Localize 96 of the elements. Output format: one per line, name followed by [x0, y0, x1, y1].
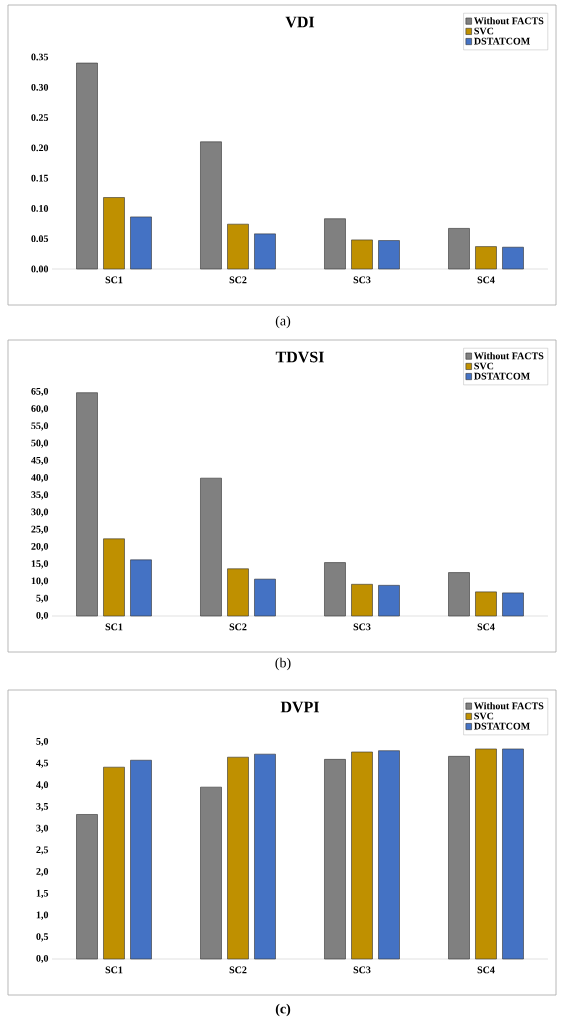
y-tick-label: 1,5 — [36, 889, 49, 898]
y-tick-label: 25,0 — [31, 525, 49, 534]
bar — [254, 578, 276, 617]
bar — [378, 240, 400, 270]
bar — [475, 246, 497, 270]
y-tick-label: 30,0 — [31, 508, 49, 517]
y-tick-label: 4,5 — [36, 759, 49, 768]
y-tick-label: 2,0 — [36, 868, 49, 877]
x-tick-label: SC2 — [229, 276, 247, 284]
bar — [502, 592, 524, 617]
y-tick-label: 0.25 — [31, 114, 49, 121]
text: (b) — [275, 657, 291, 671]
y-tick-label: 0.05 — [31, 235, 49, 243]
bar — [502, 748, 524, 960]
y-tick-label: 0.10 — [31, 205, 49, 212]
legend-label: DSTATCOM — [474, 722, 530, 730]
legend-label: DSTATCOM — [474, 372, 530, 380]
bar — [200, 786, 222, 960]
bar — [378, 585, 400, 617]
bar — [130, 216, 152, 270]
x-tick-label: SC3 — [353, 276, 371, 284]
y-tick-label: 0.35 — [31, 53, 49, 61]
bar — [103, 197, 125, 270]
text: (c) — [275, 1003, 291, 1017]
y-tick-label: 35,0 — [31, 491, 49, 500]
y-tick-label: 0,5 — [36, 933, 49, 942]
bar — [324, 218, 346, 270]
y-tick-label: 3,5 — [36, 803, 49, 812]
y-tick-label: 0,0 — [36, 611, 49, 621]
y-tick-label: 0,0 — [36, 954, 49, 964]
y-tick-label: 15,0 — [31, 560, 49, 569]
text: (a) — [275, 315, 291, 329]
x-tick-label: SC3 — [353, 966, 371, 974]
bar — [254, 233, 276, 270]
x-tick-label: SC4 — [477, 276, 495, 284]
legend-label: SVC — [474, 712, 494, 720]
chart-title: TDVSI — [275, 351, 324, 363]
y-tick-label: 40,0 — [31, 474, 49, 483]
bar — [130, 759, 152, 960]
y-tick-label: 50,0 — [31, 439, 49, 448]
x-tick-label: SC2 — [229, 623, 247, 631]
legend-label: Without FACTS — [474, 702, 544, 710]
y-tick-label: 5,0 — [36, 594, 49, 603]
chart-title: VDI — [285, 16, 315, 28]
bar — [76, 62, 98, 270]
bar — [448, 228, 470, 270]
y-tick-label: 2,5 — [36, 846, 49, 855]
y-tick-label: 3,0 — [36, 824, 49, 833]
legend-label: Without FACTS — [474, 352, 544, 360]
y-tick-label: 60,0 — [31, 405, 49, 414]
y-tick-label: 0.00 — [31, 265, 49, 273]
legend-label: DSTATCOM — [474, 37, 530, 45]
bar — [351, 584, 373, 617]
bar — [448, 756, 470, 960]
x-tick-label: SC1 — [105, 276, 123, 284]
y-tick-label: 4,0 — [36, 781, 49, 790]
chart-title: DVPI — [280, 701, 320, 713]
bar — [227, 223, 249, 270]
x-tick-label: SC3 — [353, 623, 371, 631]
bar — [502, 246, 524, 270]
bar — [475, 748, 497, 960]
bar — [351, 751, 373, 960]
y-tick-label: 1,0 — [36, 911, 49, 920]
y-tick-label: 0.30 — [31, 83, 49, 91]
bar — [103, 538, 125, 617]
legend-label: Without FACTS — [474, 17, 544, 25]
y-tick-label: 65,0 — [31, 387, 49, 397]
x-tick-label: SC1 — [105, 623, 123, 631]
bar — [254, 753, 276, 960]
x-tick-label: SC2 — [229, 966, 247, 974]
bar — [200, 477, 222, 617]
bar — [103, 766, 125, 960]
bar — [130, 559, 152, 617]
x-tick-label: SC4 — [477, 623, 495, 631]
y-tick-label: 55,0 — [31, 422, 49, 431]
x-tick-label: SC1 — [105, 966, 123, 974]
y-tick-label: 0.20 — [31, 144, 49, 152]
y-tick-label: 20,0 — [31, 542, 49, 552]
bar — [475, 591, 497, 617]
bar — [448, 572, 470, 617]
bar — [324, 562, 346, 617]
y-tick-label: 45,0 — [31, 456, 49, 466]
bar — [76, 392, 98, 617]
x-tick-label: SC4 — [477, 966, 495, 974]
bar — [200, 141, 222, 270]
y-tick-label: 10,0 — [31, 577, 49, 586]
bar — [227, 568, 249, 617]
y-tick-label: 0.15 — [31, 174, 49, 182]
legend-label: SVC — [474, 27, 494, 35]
bar — [227, 756, 249, 960]
bar — [324, 759, 346, 960]
bar — [351, 239, 373, 270]
bar — [378, 750, 400, 960]
legend-label: SVC — [474, 362, 494, 370]
bar — [76, 814, 98, 960]
y-tick-label: 5,0 — [36, 737, 49, 747]
